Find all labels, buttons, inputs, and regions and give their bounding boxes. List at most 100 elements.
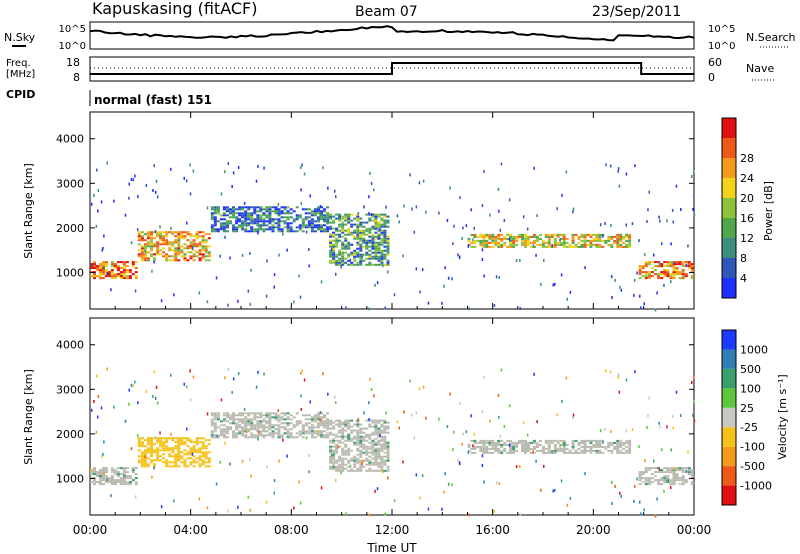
echo-cell <box>497 241 501 244</box>
noise-point <box>659 425 661 429</box>
echo-cell <box>344 445 348 448</box>
power-panel-frame <box>89 111 695 310</box>
echo-cell <box>350 231 354 234</box>
echo-cell <box>577 235 581 238</box>
echo-cell <box>368 249 372 252</box>
echo-cell <box>374 429 378 432</box>
echo-cell <box>137 249 141 252</box>
noise-point <box>191 246 194 250</box>
echo-cell <box>201 237 205 240</box>
echo-cell <box>494 241 498 244</box>
echo-cell <box>335 253 339 256</box>
noise-point <box>229 462 231 466</box>
echo-cell <box>479 233 483 236</box>
echo-cell <box>524 241 527 244</box>
echo-cell <box>168 255 172 258</box>
noise-point <box>461 236 463 240</box>
echo-cell <box>250 216 254 219</box>
echo-cell <box>122 475 126 478</box>
echo-cell <box>250 432 254 435</box>
echo-cell <box>140 459 144 462</box>
echo-cell <box>341 217 345 220</box>
echo-cell <box>338 249 342 252</box>
noise-point <box>658 215 660 219</box>
echo-cell <box>289 230 293 233</box>
echo-cell <box>690 475 694 478</box>
echo-cell <box>374 219 378 222</box>
noise-point <box>620 288 622 292</box>
noise-point <box>447 276 450 280</box>
echo-cell <box>189 449 193 452</box>
echo-cell <box>110 475 114 478</box>
echo-cell <box>213 418 217 421</box>
echo-cell <box>362 437 366 440</box>
echo-cell <box>323 208 326 211</box>
echo-cell <box>524 233 527 236</box>
noise-point <box>625 429 627 433</box>
echo-cell <box>368 451 372 454</box>
echo-cell <box>283 414 287 417</box>
echo-cell <box>159 459 163 462</box>
x-tick-label: 12:00 <box>375 523 410 537</box>
echo-cell <box>265 422 269 425</box>
echo-cell <box>660 469 664 472</box>
echo-cell <box>119 481 123 484</box>
echo-cell <box>329 457 333 460</box>
echo-cell <box>247 414 251 417</box>
echo-cell <box>350 459 354 462</box>
echo-cell <box>335 255 339 258</box>
echo-cell <box>607 239 611 242</box>
echo-cell <box>156 245 160 248</box>
echo-cell <box>386 449 390 452</box>
echo-cell <box>235 208 239 211</box>
echo-cell <box>383 451 387 454</box>
echo-cell <box>286 434 290 437</box>
echo-cell <box>666 263 670 266</box>
noise-point <box>154 190 157 194</box>
echo-cell <box>383 459 387 462</box>
echo-cell <box>344 257 348 260</box>
echo-cell <box>317 212 320 215</box>
power-colorbar-tick-label: 20 <box>740 192 754 205</box>
echo-cell <box>383 421 387 424</box>
echo-cell <box>383 437 387 440</box>
echo-cell <box>253 208 257 211</box>
echo-cell <box>547 449 551 452</box>
echo-cell <box>153 257 156 260</box>
echo-cell <box>641 275 645 278</box>
echo-cell <box>675 271 679 274</box>
echo-cell <box>289 434 293 437</box>
echo-cell <box>559 243 563 246</box>
echo-cell <box>186 457 190 460</box>
noise-point <box>132 178 135 182</box>
echo-cell <box>341 215 345 218</box>
echo-cell <box>207 465 211 468</box>
echo-cell <box>494 237 498 240</box>
echo-cell <box>162 255 166 258</box>
echo-cell <box>470 447 474 450</box>
echo-cell <box>298 216 302 219</box>
echo-cell <box>377 243 381 246</box>
echo-cell <box>329 259 333 262</box>
noise-point <box>368 307 370 311</box>
echo-cell <box>347 423 351 426</box>
noise-point <box>263 166 265 170</box>
noise-point <box>266 465 268 469</box>
echo-cell <box>159 231 163 234</box>
echo-cell <box>332 437 336 440</box>
noise-point <box>337 445 339 449</box>
echo-cell <box>684 261 688 264</box>
echo-cell <box>250 422 254 425</box>
echo-cell <box>356 437 360 440</box>
echo-cell <box>494 441 498 444</box>
echo-cell <box>156 457 160 460</box>
echo-cell <box>359 443 363 446</box>
echo-cell <box>356 429 360 432</box>
echo-cell <box>365 245 369 248</box>
echo-cell <box>313 226 317 229</box>
echo-cell <box>374 431 378 434</box>
echo-cell <box>326 206 330 209</box>
echo-cell <box>380 461 384 464</box>
noise-point <box>602 440 604 444</box>
echo-cell <box>125 477 129 480</box>
